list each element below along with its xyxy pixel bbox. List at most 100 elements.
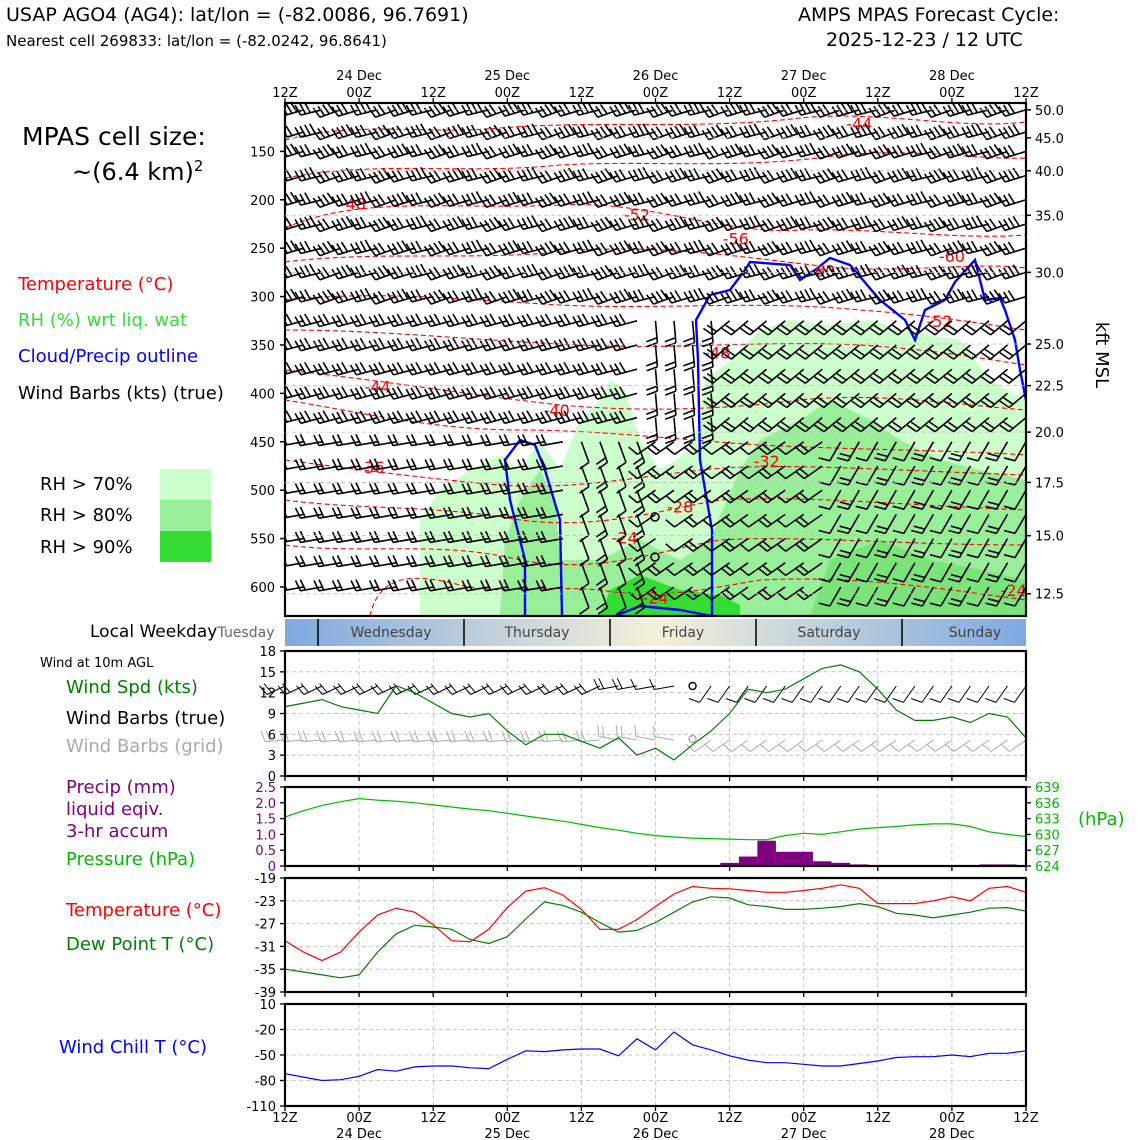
wind-barb: [855, 441, 879, 462]
wind-barb: [683, 216, 712, 231]
wind-barb: [386, 169, 415, 183]
wind-barb: [534, 169, 564, 184]
wind-barb: [498, 265, 527, 280]
wind-barb: [579, 514, 590, 543]
wind-barb: [757, 586, 786, 601]
wind-barb: [757, 289, 786, 305]
wind-barb: [590, 361, 619, 376]
wind-barb: [646, 393, 659, 420]
wind-barb: [683, 142, 712, 158]
wind-barb: [739, 192, 767, 206]
y-tick-label: -19: [255, 872, 276, 887]
wind-barb: [405, 337, 434, 352]
wind-barb: [911, 489, 935, 510]
wind-barb: [775, 103, 804, 117]
wind-barb: [812, 265, 842, 281]
wind-barb: [868, 289, 897, 305]
wind-speed-line: [284, 664, 1027, 761]
wind-barb: [980, 416, 1009, 433]
wind-barb: [479, 337, 508, 352]
wind-barb: [646, 562, 675, 577]
wind-barb: [836, 513, 860, 535]
wind-barb: [350, 103, 378, 116]
y-tick-label: 1.5: [255, 813, 276, 828]
wind-barb-grid: [597, 725, 619, 741]
wind-barb: [923, 290, 953, 305]
wind-barb: [948, 562, 972, 583]
wind-barb: [702, 489, 731, 504]
wind-barb-grid: [704, 739, 730, 752]
wind-barb: [535, 482, 564, 495]
wind-barb: [832, 344, 860, 360]
wind-barb: [498, 169, 527, 183]
panel-frame: [283, 649, 1028, 778]
wind-barb: [579, 538, 590, 567]
wind-barb-grid: [963, 739, 990, 752]
wind-barb: [948, 586, 972, 607]
wind-barb: [572, 168, 601, 182]
wind-barb: [1003, 441, 1026, 462]
wind-barb: [757, 144, 786, 160]
wind-barb: [616, 465, 627, 494]
wind-barb: [461, 287, 489, 303]
time-tick-label-bottom: 12Z: [1013, 1111, 1039, 1126]
wind-barb: [386, 125, 415, 140]
wind-barb: [442, 434, 471, 447]
time-tick-label-bottom: 12Z: [272, 1111, 298, 1126]
wind-barb: [1003, 586, 1026, 607]
wind-barb: [572, 216, 601, 231]
wind-barb: [405, 313, 434, 328]
wind-barb: [423, 126, 452, 141]
wind-barb-grid: [445, 730, 471, 743]
wind-barb: [424, 362, 452, 376]
wind-barb-grid: [634, 725, 656, 741]
time-tick-label-top: 12Z: [420, 86, 446, 101]
wind-barb: [646, 465, 675, 480]
wind-barb: [405, 434, 434, 447]
y-tick-label: 0: [268, 770, 276, 785]
wind-barb: [701, 393, 714, 420]
wind-barb: [832, 320, 860, 336]
wind-barb: [461, 458, 489, 471]
wind-barb: [794, 191, 823, 206]
wind-barb: [461, 386, 490, 400]
wind-barb: [313, 579, 341, 592]
wind-barb: [461, 313, 490, 328]
wind-barb: [294, 313, 323, 328]
wind-barb: [998, 103, 1026, 117]
wind-barb: [627, 144, 656, 158]
wind-barb: [442, 530, 471, 544]
wind-barb: [534, 266, 564, 281]
wind-barb-true: [985, 685, 1008, 703]
wind-barb: [294, 103, 323, 116]
y-tick-label: 9: [268, 708, 276, 723]
wind-barb: [387, 337, 415, 352]
time-tick-label-top: 00Z: [346, 86, 372, 101]
wind-barb: [998, 144, 1026, 159]
date-label-top: 27 Dec: [781, 69, 827, 84]
wind-barb: [795, 320, 823, 336]
wind-barb: [386, 240, 415, 256]
pressure-tick-label: 630: [1035, 828, 1060, 843]
wind-barb: [479, 242, 508, 257]
wind-barb: [850, 123, 878, 139]
wind-barb: [424, 313, 452, 328]
wind-barb: [572, 124, 601, 139]
wind-barb: [628, 562, 656, 577]
wind-barb: [535, 337, 564, 352]
y-tick-label: -27: [255, 918, 276, 933]
wind-barb: [683, 417, 696, 445]
wind-barb: [424, 410, 452, 425]
wind-barb: [942, 125, 971, 140]
wind-barb: [702, 320, 731, 336]
wind-barb: [701, 216, 730, 233]
y-tick-label-right: 15.0: [1035, 530, 1064, 545]
wind-barb: [405, 530, 434, 544]
wind-barb: [405, 362, 434, 376]
panel-frame: [283, 876, 1028, 994]
wind-barb: [553, 362, 582, 376]
wind-barb: [721, 416, 749, 433]
wind-barb: [590, 242, 619, 257]
wind-barb: [516, 410, 545, 425]
wind-barb: [962, 368, 990, 384]
